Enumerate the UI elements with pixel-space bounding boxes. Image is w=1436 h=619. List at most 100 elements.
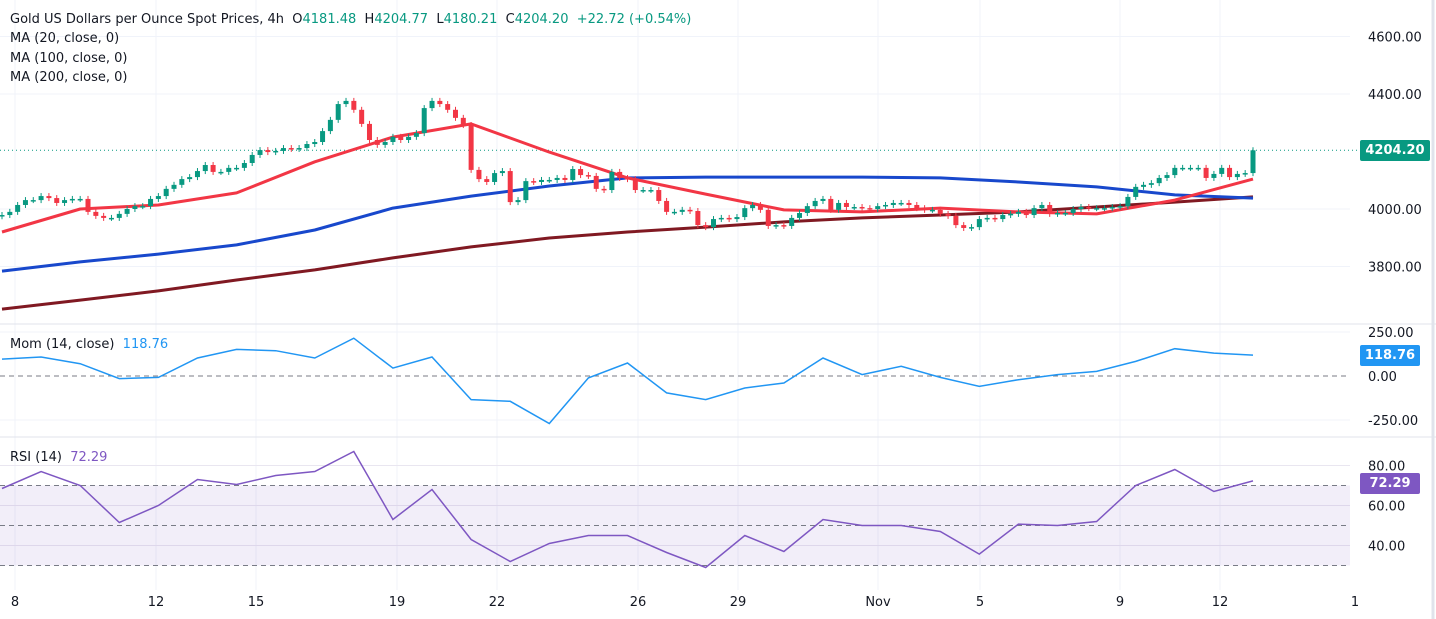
candle <box>937 206 943 217</box>
candle <box>101 212 107 221</box>
candle <box>1055 210 1061 217</box>
candle <box>108 214 114 221</box>
candle <box>1008 210 1014 219</box>
candle-body <box>421 108 427 134</box>
x-tick-label: 15 <box>248 595 265 610</box>
x-tick-label: 29 <box>730 595 747 610</box>
candle-body <box>351 100 357 110</box>
candle-body <box>804 206 810 214</box>
candle-body <box>468 125 474 170</box>
candle <box>1172 164 1178 179</box>
candle <box>22 197 28 208</box>
legend-ma20[interactable]: MA (20, close, 0) <box>10 31 120 46</box>
candle <box>953 212 959 229</box>
candle <box>648 187 654 194</box>
candle <box>578 166 584 179</box>
candle <box>398 133 404 143</box>
candle-body <box>484 179 490 182</box>
candle-body <box>976 219 982 228</box>
candle-body <box>546 179 552 182</box>
candle <box>585 172 591 179</box>
candle <box>601 185 607 194</box>
candle <box>492 170 498 185</box>
candle-body <box>945 213 951 216</box>
candle-body <box>867 208 873 210</box>
candle <box>804 203 810 217</box>
candle-body <box>1227 167 1233 178</box>
candle-body <box>265 150 271 153</box>
candle <box>241 160 247 171</box>
candle <box>484 176 490 185</box>
candle-body <box>812 200 818 207</box>
price-tick-label: 3800.00 <box>1368 261 1422 276</box>
legend-ma100[interactable]: MA (100, close, 0) <box>10 51 128 66</box>
open-value: 4181.48 <box>302 12 357 27</box>
high-value: 4204.77 <box>374 12 429 27</box>
candle <box>797 210 803 221</box>
candle <box>366 120 372 143</box>
candle <box>1125 193 1131 210</box>
candle <box>765 206 771 229</box>
candle-body <box>1000 215 1006 220</box>
candle-body <box>335 104 341 120</box>
candle <box>15 201 21 215</box>
candle-body <box>46 196 52 199</box>
candle <box>163 185 169 200</box>
candle <box>140 203 146 210</box>
candle <box>828 195 834 213</box>
candle <box>945 210 951 219</box>
candle-body <box>789 217 795 226</box>
price-tick-label: 4600.00 <box>1368 31 1422 46</box>
candle-body <box>984 217 990 220</box>
candle <box>750 201 756 212</box>
candle-body <box>1234 173 1240 178</box>
candle <box>531 178 537 185</box>
candle <box>359 106 365 127</box>
candle <box>875 203 881 212</box>
candle <box>969 224 975 231</box>
x-tick-label: 1 <box>1351 595 1359 610</box>
candle-body <box>992 217 998 220</box>
candle-body <box>632 179 638 191</box>
legend-rsi[interactable]: RSI (14) 72.29 <box>10 448 107 467</box>
candle <box>1062 210 1068 217</box>
candle-body <box>640 190 646 192</box>
candle <box>46 193 52 202</box>
legend-ma200[interactable]: MA (200, close, 0) <box>10 70 128 85</box>
candle <box>984 214 990 223</box>
candle <box>906 199 912 208</box>
candle-body <box>1133 186 1139 197</box>
candle <box>1031 205 1037 219</box>
legend-momentum[interactable]: Mom (14, close) 118.76 <box>10 335 168 354</box>
candle-body <box>1101 208 1107 210</box>
chart-header: Gold US Dollars per Ounce Spot Prices, 4… <box>10 10 691 29</box>
candle <box>390 133 396 146</box>
candle <box>703 222 709 231</box>
candle-body <box>476 169 482 180</box>
price-tick-label: 4000.00 <box>1368 203 1422 218</box>
candle <box>374 137 380 148</box>
candle <box>429 97 435 112</box>
candle-body <box>1047 204 1053 214</box>
candle <box>789 214 795 229</box>
candle-body <box>116 213 122 218</box>
candle-body <box>62 200 68 203</box>
candle-body <box>859 206 865 209</box>
candle <box>617 168 623 181</box>
candle <box>640 187 646 194</box>
candle-body <box>1094 208 1100 210</box>
candle-body <box>1062 213 1068 215</box>
candle <box>280 145 286 154</box>
candle-body <box>1164 175 1170 178</box>
candle <box>1164 172 1170 181</box>
rsi-tick-label: 40.00 <box>1368 540 1405 555</box>
candle-body <box>320 131 326 143</box>
candle <box>1148 180 1154 188</box>
candle-body <box>499 171 505 174</box>
candle <box>0 212 5 220</box>
candle-body <box>1078 206 1084 209</box>
candle <box>54 195 60 206</box>
candle <box>304 141 310 152</box>
candle <box>452 106 458 121</box>
